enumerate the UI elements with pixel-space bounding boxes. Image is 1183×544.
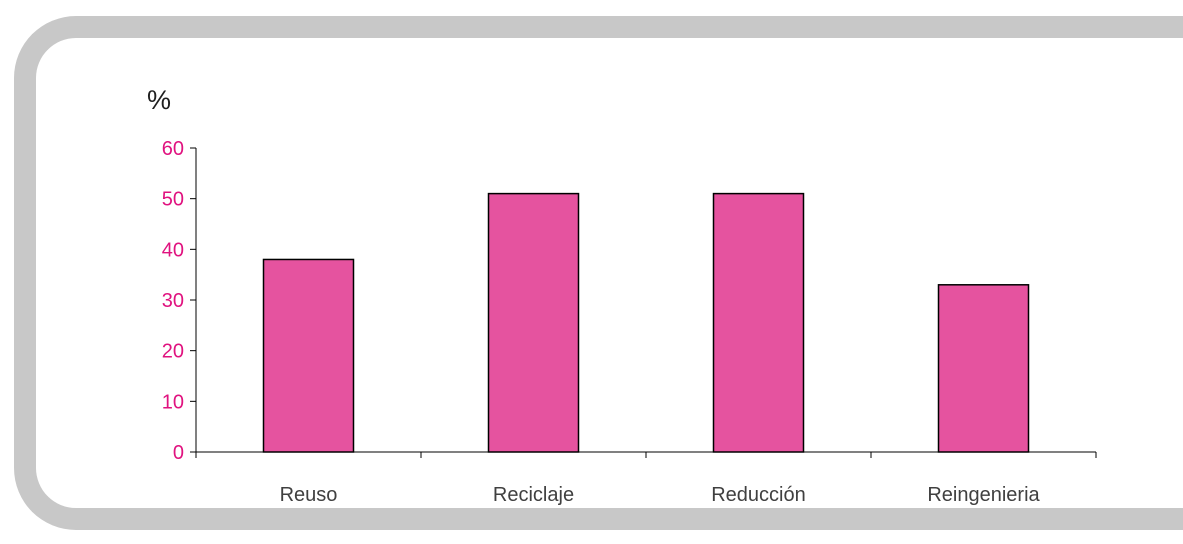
y-tick-label: 50: [162, 189, 184, 211]
bar-reingenieria: [937, 284, 1030, 453]
bar-reciclaje: [487, 192, 580, 453]
y-axis-unit-label: %: [147, 85, 171, 115]
bars: [262, 192, 1030, 453]
x-tick-label: Reducción: [711, 484, 806, 506]
y-tick-label: 10: [162, 391, 184, 413]
y-tick-label: 30: [162, 290, 184, 312]
x-tick-label: Reingenieria: [927, 484, 1040, 506]
y-tick-label: 40: [162, 239, 184, 261]
y-tick-label: 20: [162, 341, 184, 363]
y-axis: 0 10 20 30 40 50 60: [162, 138, 197, 464]
x-axis: Reuso Reciclaje Reducción Reingenieria: [195, 451, 1097, 506]
x-tick-label: Reuso: [280, 484, 338, 506]
bar-reducción: [712, 192, 805, 453]
x-tick-label: Reciclaje: [493, 484, 574, 506]
bar-reuso: [262, 258, 355, 453]
chart-panel: [14, 16, 1183, 530]
y-tick-label: 60: [162, 138, 184, 160]
y-tick-label: 0: [173, 442, 184, 464]
